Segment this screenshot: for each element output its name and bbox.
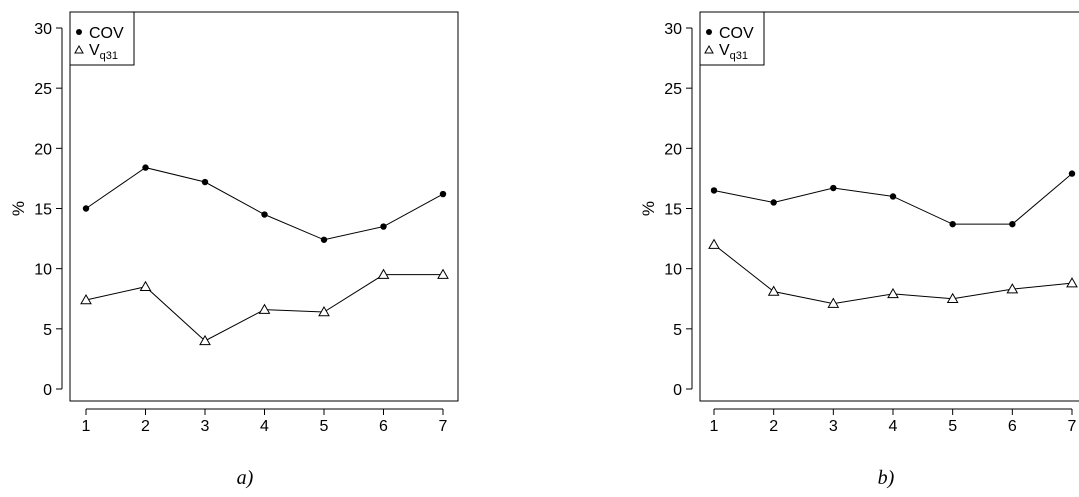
legend-marker-cov — [706, 29, 712, 35]
y-tick-label: 0 — [673, 382, 682, 399]
series-line — [85, 167, 444, 241]
x-tick-label: 3 — [829, 418, 838, 435]
data-point — [439, 190, 447, 198]
panel-caption: b) — [878, 467, 895, 489]
plot-area — [708, 170, 1078, 308]
legend-marker-vq31 — [704, 44, 714, 54]
data-point — [767, 285, 780, 296]
series-vq31 — [80, 268, 449, 346]
data-point — [889, 193, 897, 200]
legend-marker-vq31 — [74, 44, 84, 54]
data-point — [199, 334, 211, 346]
data-point — [261, 211, 268, 218]
series-cov — [710, 170, 1076, 228]
data-point — [201, 178, 209, 186]
y-tick-label: 5 — [673, 322, 682, 339]
y-tick-label: 20 — [34, 141, 52, 158]
data-point — [258, 303, 271, 314]
x-tick-label: 7 — [439, 418, 448, 435]
series-vq31 — [708, 238, 1078, 308]
y-tick-label: 20 — [664, 141, 682, 158]
data-point — [380, 223, 387, 230]
x-tick-label: 6 — [379, 418, 388, 435]
legend-box — [699, 11, 765, 66]
x-tick-label: 2 — [141, 418, 150, 435]
data-point — [82, 205, 90, 212]
plot-frame — [69, 11, 459, 402]
data-point — [377, 268, 390, 279]
data-point — [887, 287, 899, 299]
data-point — [770, 199, 777, 206]
series-cov — [82, 164, 447, 243]
data-point — [710, 187, 718, 194]
data-point — [1006, 283, 1019, 294]
plot-frame — [699, 11, 1079, 402]
legend-label-cov: COV — [89, 25, 124, 42]
y-tick-label: 10 — [664, 262, 682, 279]
legend-marker-cov — [76, 29, 82, 35]
x-tick-label: 5 — [948, 418, 957, 435]
y-tick-label: 30 — [34, 21, 52, 38]
y-tick-label: 30 — [664, 21, 682, 38]
legend-label-subscript: q31 — [100, 50, 118, 62]
data-point — [80, 293, 92, 305]
y-axis-label: % — [9, 201, 28, 216]
data-point — [437, 268, 449, 279]
x-tick-label: 4 — [889, 418, 898, 435]
data-point — [830, 184, 837, 192]
data-point — [1066, 277, 1078, 288]
x-tick-label: 7 — [1068, 418, 1077, 435]
legend-box — [69, 11, 135, 66]
x-tick-label: 6 — [1008, 418, 1017, 435]
y-tick-label: 0 — [43, 382, 52, 399]
data-point — [1009, 220, 1016, 228]
legend-label-subscript: q31 — [730, 50, 748, 62]
x-tick-label: 5 — [320, 418, 329, 435]
y-tick-label: 10 — [34, 262, 52, 279]
y-tick-label: 5 — [43, 322, 52, 339]
y-axis-label: % — [639, 201, 658, 216]
y-tick-label: 15 — [34, 202, 52, 219]
data-point — [949, 220, 956, 228]
x-tick-label: 1 — [710, 418, 719, 435]
x-tick-label: 1 — [82, 418, 91, 435]
y-tick-label: 25 — [34, 81, 52, 98]
data-point — [708, 238, 720, 249]
data-point — [320, 236, 328, 243]
y-tick-label: 25 — [664, 81, 682, 98]
x-tick-label: 3 — [201, 418, 210, 435]
data-point — [142, 164, 149, 171]
data-point — [946, 292, 959, 303]
panel-caption: a) — [237, 467, 254, 489]
data-point — [318, 305, 330, 317]
legend-label-cov: COV — [719, 25, 754, 42]
x-tick-label: 2 — [769, 418, 778, 435]
x-tick-label: 4 — [260, 418, 269, 435]
data-point — [139, 280, 152, 291]
y-tick-label: 15 — [664, 202, 682, 219]
plot-area — [80, 164, 449, 346]
data-point — [827, 297, 840, 308]
data-point — [1068, 170, 1076, 177]
